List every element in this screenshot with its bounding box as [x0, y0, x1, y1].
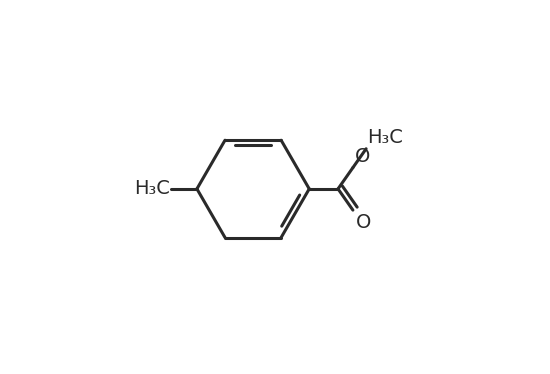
Text: H₃C: H₃C: [367, 128, 404, 147]
Text: H₃C: H₃C: [134, 180, 169, 198]
Text: O: O: [356, 213, 372, 232]
Text: O: O: [355, 147, 371, 166]
